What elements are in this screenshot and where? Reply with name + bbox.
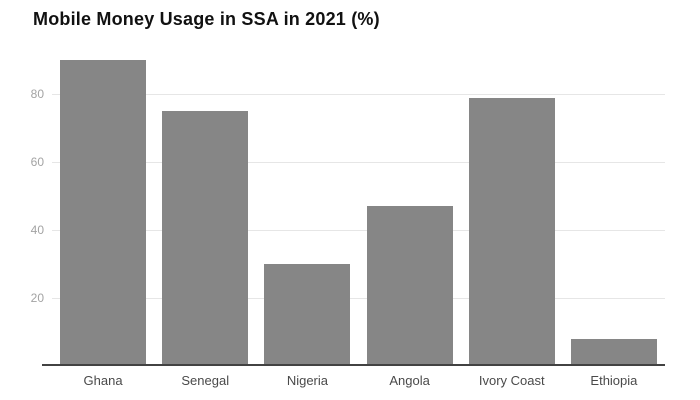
x-axis-label: Ivory Coast: [478, 373, 545, 388]
bar-nigeria: [264, 264, 351, 366]
bar-senegal: [162, 111, 249, 366]
gridline: [52, 230, 665, 232]
bar-angola: [366, 206, 453, 366]
gridline: [52, 94, 665, 96]
x-axis-label: Angola: [389, 373, 430, 388]
chart-title: Mobile Money Usage in SSA in 2021 (%): [33, 9, 380, 29]
x-axis-label: Nigeria: [286, 373, 328, 388]
gridline: [52, 298, 665, 300]
x-axis-label: Ethiopia: [590, 373, 638, 388]
y-axis-tick-label: 40: [30, 223, 44, 238]
bar-ghana: [60, 60, 147, 366]
x-axis-label: Senegal: [181, 373, 230, 388]
bar-ethiopia: [570, 338, 657, 366]
x-axis-label: Ghana: [83, 373, 123, 388]
y-axis-tick-label: 80: [30, 87, 44, 102]
y-axis-tick-label: 60: [30, 155, 44, 170]
gridline: [52, 162, 665, 164]
bar-ivory-coast: [468, 97, 555, 366]
y-axis-tick-label: 20: [30, 291, 44, 306]
x-axis-line: [42, 364, 665, 366]
